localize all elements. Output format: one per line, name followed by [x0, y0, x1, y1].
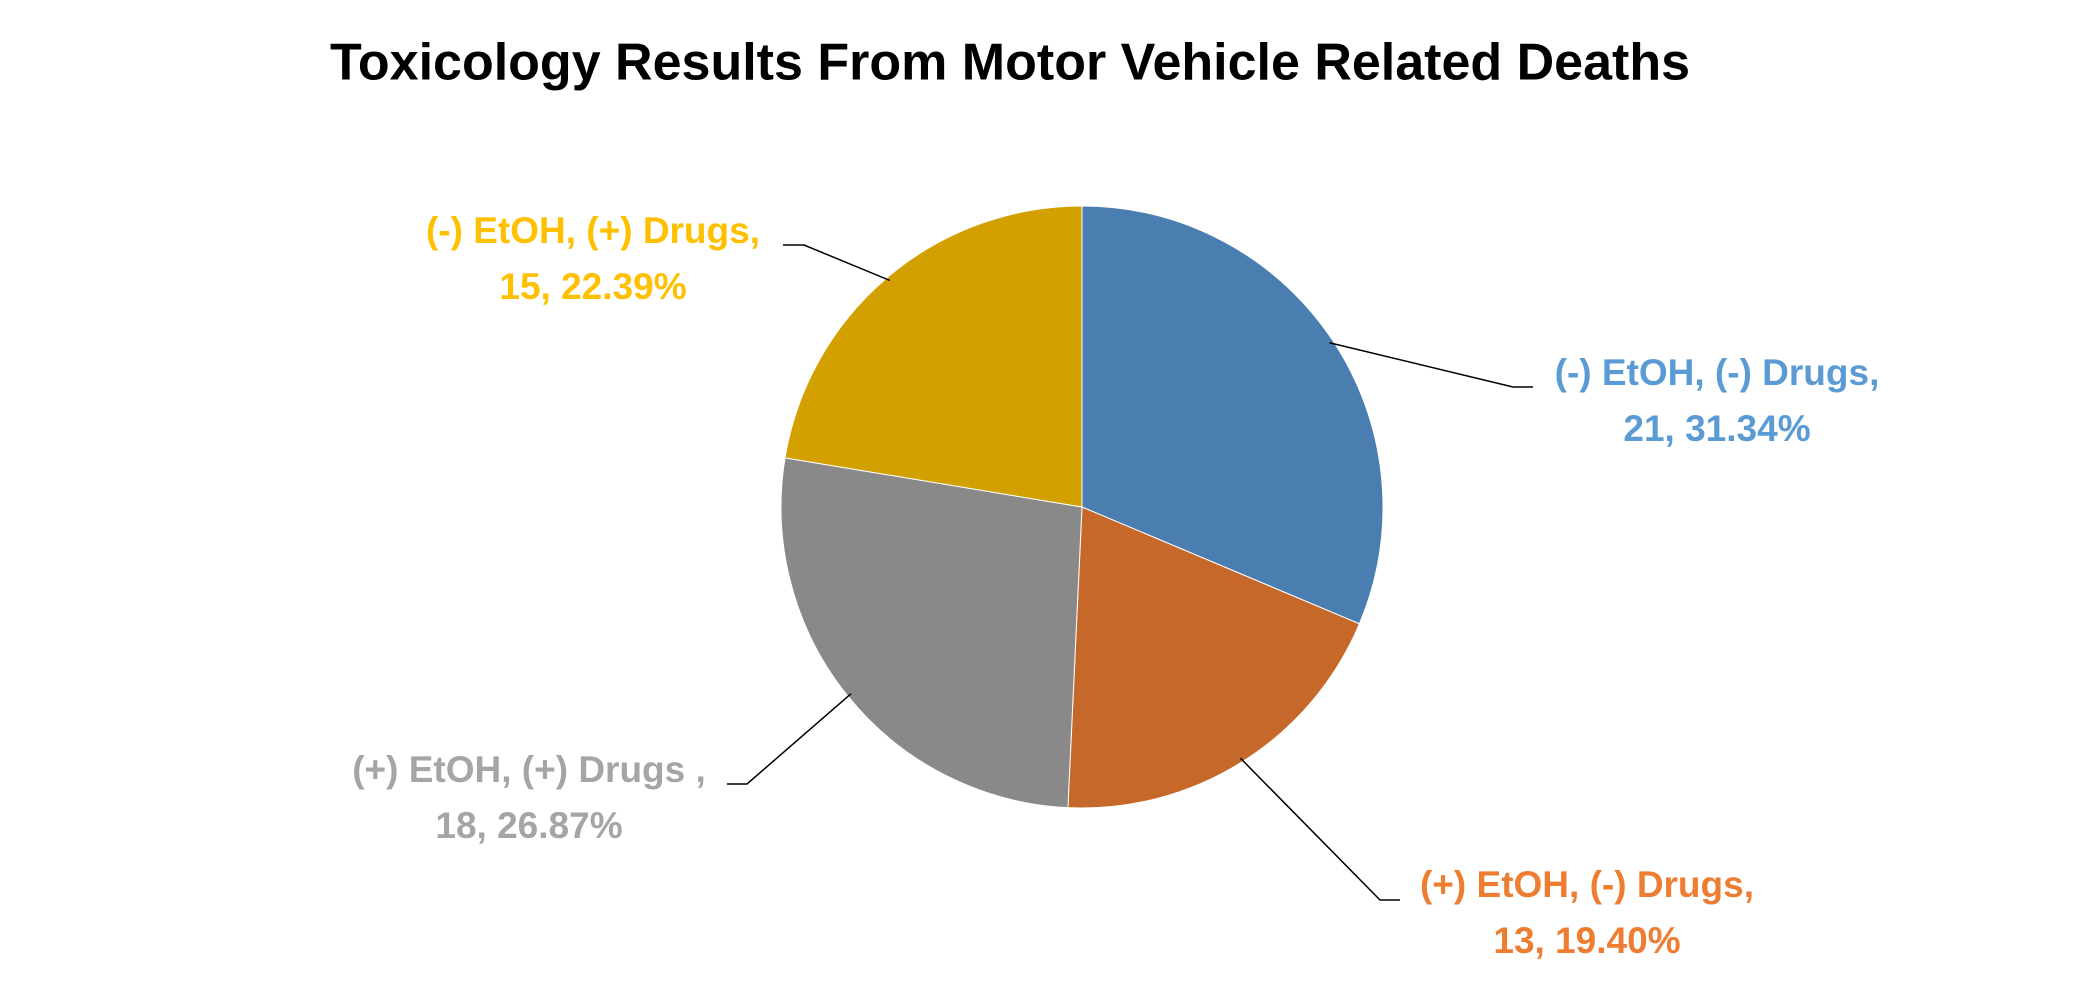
leader-line [783, 244, 891, 282]
pie-slice [780, 457, 1083, 809]
data-label-name: (+) EtOH, (-) Drugs, [1420, 864, 1754, 905]
leader-line [1239, 757, 1400, 901]
data-label-value: 18, 26.87% [435, 805, 622, 846]
data-label-value: 21, 31.34% [1623, 408, 1810, 449]
pie-slice [1081, 205, 1384, 625]
data-label-name: (+) EtOH, (+) Drugs , [352, 749, 706, 790]
data-label-name: (-) EtOH, (-) Drugs, [1555, 352, 1880, 393]
chart-title: Toxicology Results From Motor Vehicle Re… [330, 34, 1690, 92]
leader-line [727, 693, 852, 785]
leader-line [1329, 341, 1533, 388]
pie-slice [1067, 506, 1361, 809]
data-label-value: 13, 19.40% [1493, 920, 1680, 961]
data-label-name: (-) EtOH, (+) Drugs, [426, 210, 760, 251]
pie-slice [784, 205, 1083, 508]
data-label-value: 15, 22.39% [499, 266, 686, 307]
